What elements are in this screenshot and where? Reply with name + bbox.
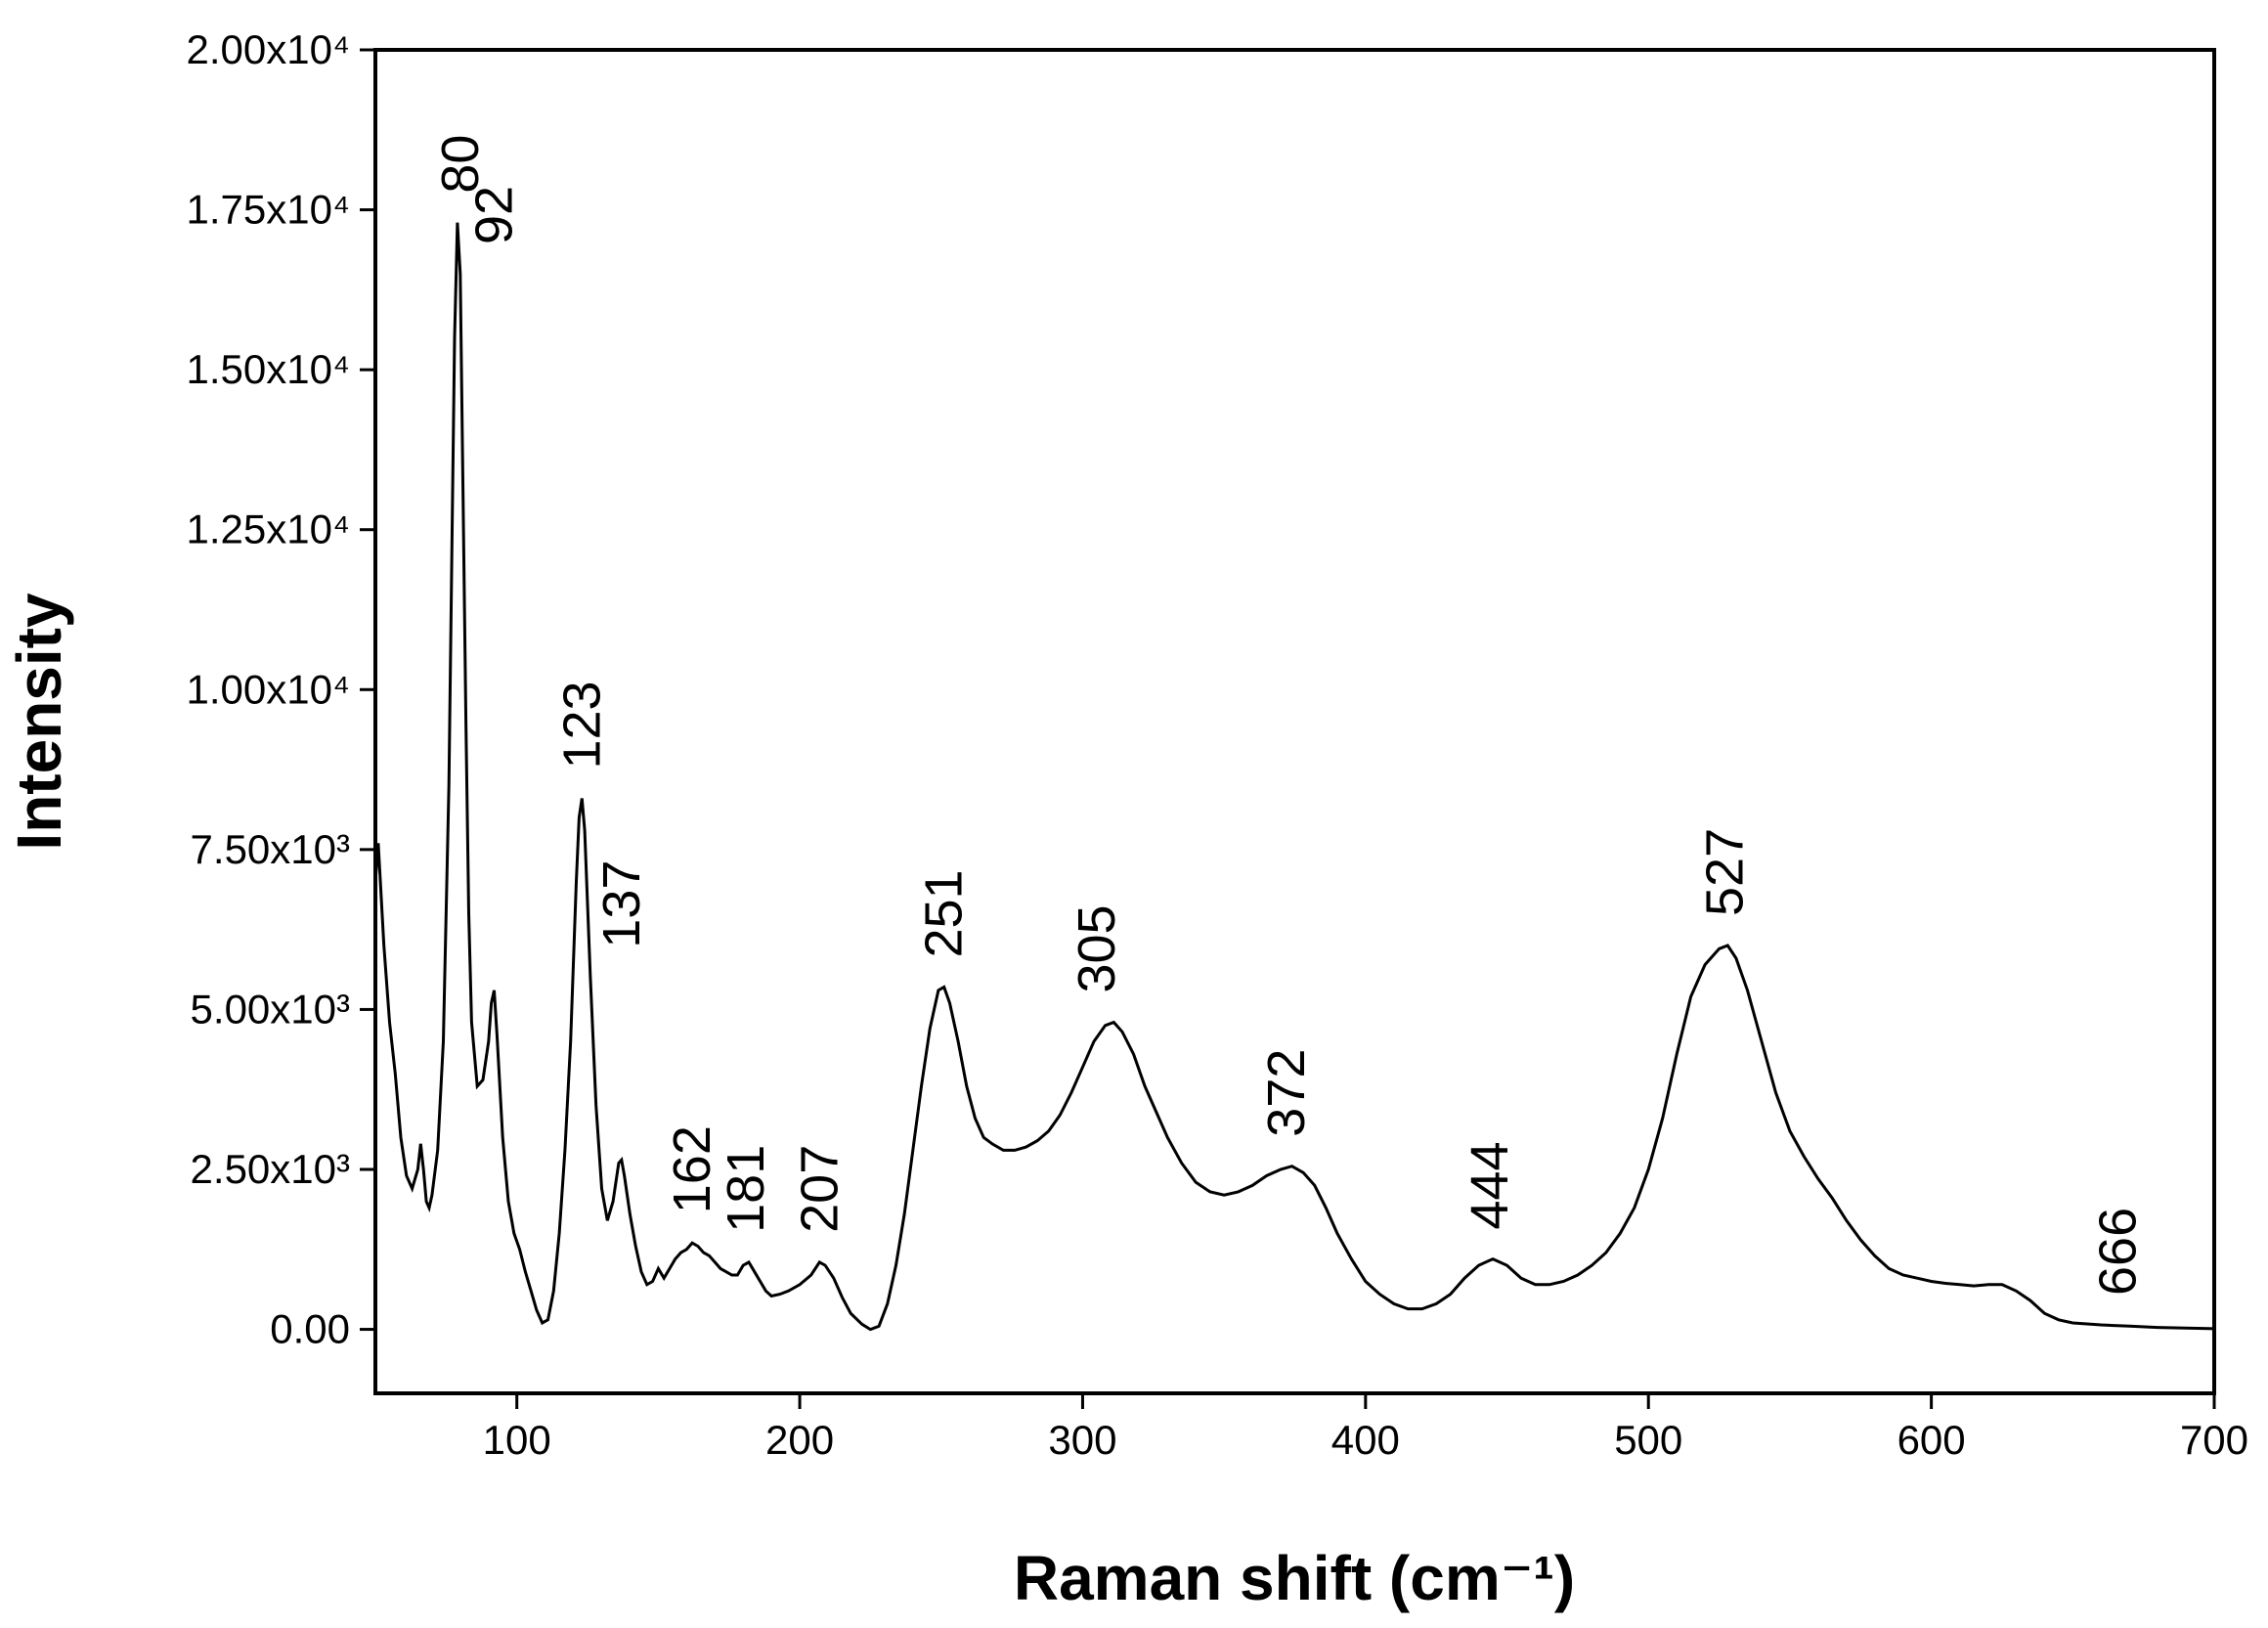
peak-label: 527 [1695,828,1754,916]
y-tick-label: 1.25x10⁴ [186,506,350,552]
peak-label: 444 [1461,1141,1519,1229]
y-tick-label: 0.00 [270,1306,350,1352]
plot-frame [373,48,2216,1395]
peak-label: 207 [790,1145,849,1233]
peak-label: 123 [552,681,611,769]
x-tick-label: 500 [1614,1417,1682,1463]
peak-label: 181 [717,1145,775,1233]
x-tick-label: 200 [765,1417,834,1463]
y-tick-label: 1.00x10⁴ [186,666,350,712]
peak-label: 305 [1068,904,1126,992]
y-tick-label: 2.00x10⁴ [186,26,350,72]
peak-label: 137 [592,860,651,948]
peak-label: 666 [2089,1208,2148,1296]
x-tick-label: 300 [1048,1417,1116,1463]
y-tick-label: 1.50x10⁴ [186,346,350,392]
peak-label: 251 [915,869,974,957]
y-axis-title: Intensity [4,593,74,851]
x-axis-title: Raman shift (cm⁻¹) [1014,1543,1575,1613]
x-tick-label: 100 [483,1417,551,1463]
x-tick-label: 600 [1897,1417,1966,1463]
peak-label: 162 [663,1125,721,1213]
peak-label: 80 [431,135,490,194]
peak-label: 372 [1257,1049,1316,1137]
y-tick-label: 7.50x10³ [191,826,350,872]
y-tick-label: 1.75x10⁴ [186,187,350,233]
peak-label: 92 [465,186,524,244]
y-tick-label: 2.50x10³ [191,1146,350,1192]
x-tick-label: 400 [1331,1417,1400,1463]
spectrum-line [373,222,2215,1332]
x-tick-label: 700 [2180,1417,2248,1463]
y-tick-label: 5.00x10³ [191,986,350,1032]
